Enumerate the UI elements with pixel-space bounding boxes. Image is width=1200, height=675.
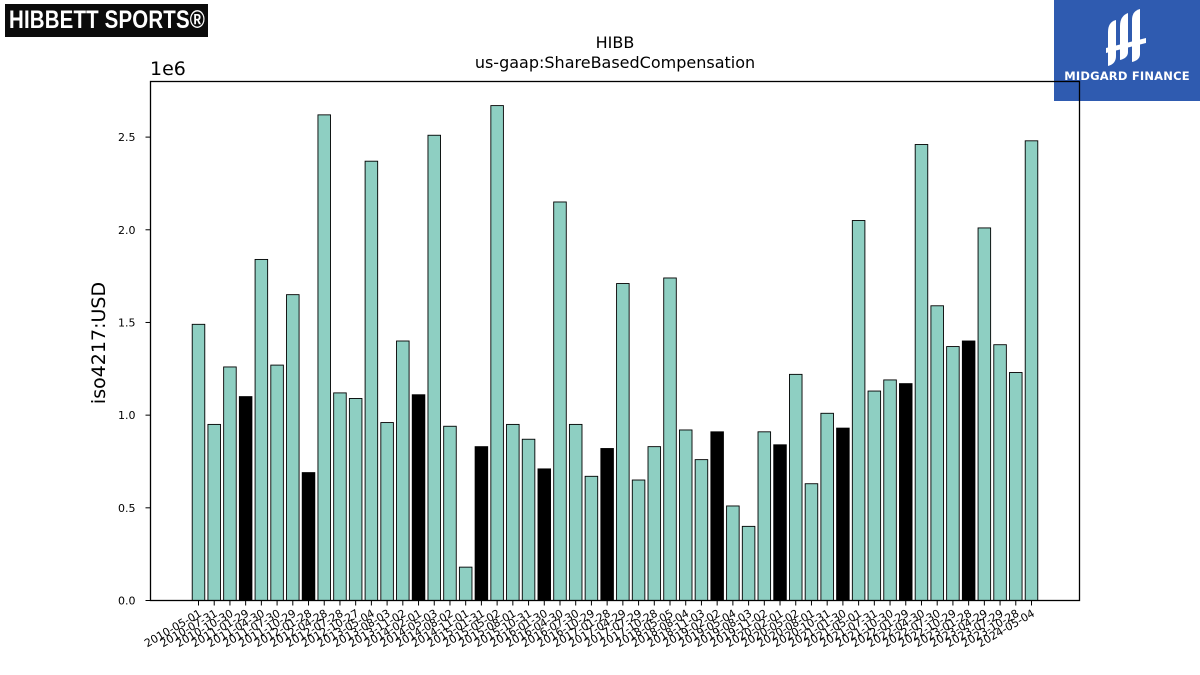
y-tick-label: 2.5 [118,131,136,144]
bar-series [191,105,1039,601]
bar [663,277,677,601]
bar [710,431,724,601]
bar [506,423,520,601]
bar [270,364,284,601]
bar [820,412,834,601]
bar [977,227,992,601]
bar [741,525,756,601]
midgard-finance-wordmark: MIDGARD FINANCE [1064,69,1190,83]
bar [836,427,850,601]
bar [411,394,426,601]
bar [301,472,316,601]
bar [647,446,662,601]
bar [490,105,504,601]
bar [333,392,347,601]
y-tick-label: 0.5 [118,502,136,515]
bar [930,305,944,601]
bar [317,114,331,601]
y-multiplier-label: 1e6 [150,58,186,80]
bar [223,366,237,601]
y-axis-label: iso4217:USD [88,282,110,404]
hibbett-sports-logo: HIBBETT SPORTS® [5,4,208,37]
bar [914,144,929,601]
bar [726,505,740,601]
bar [207,423,221,601]
bar [867,390,882,601]
chart-title: HIBB [596,33,635,52]
y-axis-ticks: 0.0 0.5 1.0 1.5 2.0 2.5 [118,131,151,608]
bar [584,475,599,601]
bar [961,340,976,601]
y-tick-label: 1.0 [118,409,136,422]
chart-subtitle: us-gaap:ShareBasedCompensation [475,53,755,72]
y-tick-label: 2.0 [118,224,136,237]
bar [553,201,567,601]
bar [396,340,410,601]
bar [946,346,960,601]
bar [286,294,300,601]
bar [631,479,646,601]
bar [474,446,489,601]
bar [993,344,1007,601]
bar [616,283,630,601]
midgard-mark-icon [1106,9,1146,66]
bar [804,483,819,601]
plot-frame [149,80,1081,602]
x-axis-ticks: 2010-05-012010-07-312010-10-302011-01-29… [142,600,1037,650]
bar [789,373,803,601]
midgard-finance-logo: MIDGARD FINANCE [1054,0,1200,101]
y-tick-label: 1.5 [118,316,136,329]
bar [364,160,379,601]
bar [348,398,363,601]
bar [254,258,269,601]
bar [694,459,709,601]
bar [427,134,441,601]
bar [443,425,457,601]
y-tick-label: 0.0 [118,595,136,608]
bar [773,444,787,601]
bar [458,566,473,601]
bar [238,396,253,601]
bar [678,429,693,601]
bar [568,423,583,601]
bar [380,422,394,601]
bar [899,383,913,601]
bar [883,379,897,601]
bar [757,431,772,601]
bar [851,220,866,601]
bar [191,323,206,601]
bar [537,468,552,601]
bar [1024,140,1039,601]
bar [600,448,614,601]
bar [521,438,536,601]
bar [1009,372,1023,601]
